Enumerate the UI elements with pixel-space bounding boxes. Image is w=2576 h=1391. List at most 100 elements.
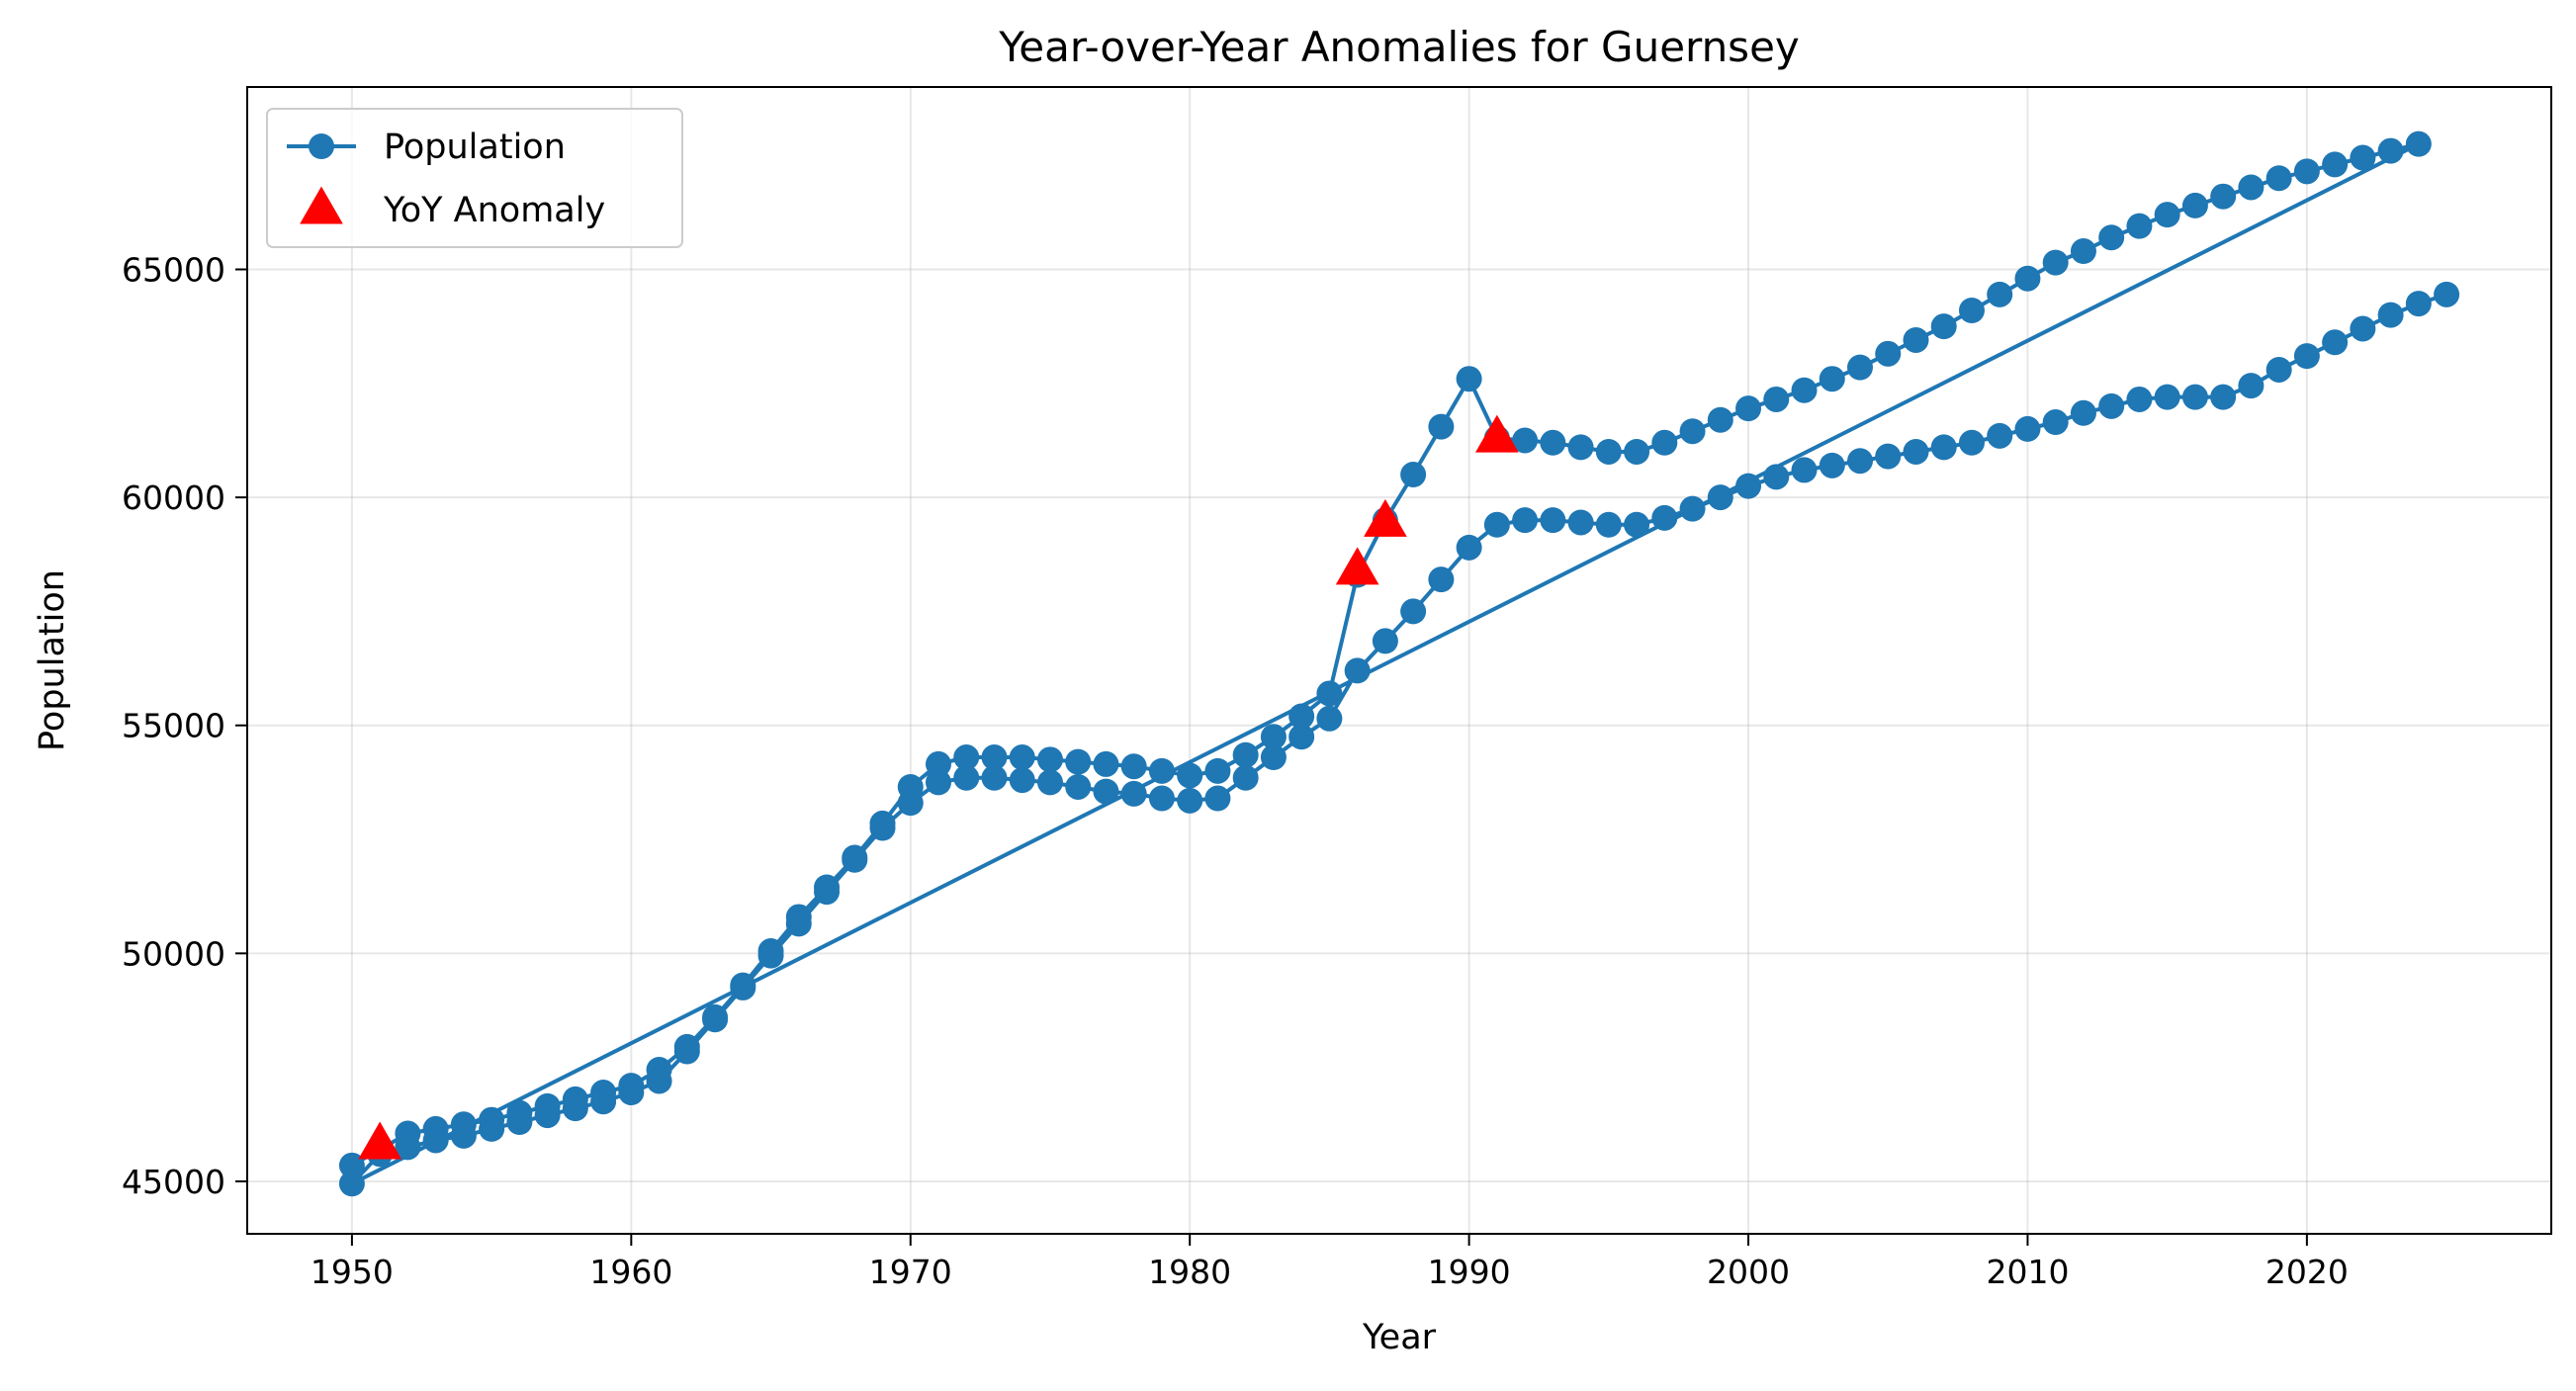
population-point (1148, 757, 1175, 784)
population-point (2322, 151, 2349, 178)
population-point (1512, 427, 1539, 454)
anomaly-point (1335, 547, 1379, 585)
population-point (2154, 384, 2180, 410)
population-point (2154, 202, 2180, 228)
population-point (1316, 680, 1343, 707)
population-point (1428, 566, 1455, 593)
population-point (1065, 773, 1092, 800)
population-point (2405, 130, 2432, 157)
x-tick-label: 2010 (1986, 1253, 2069, 1291)
population-point (1093, 778, 1119, 805)
chart-title: Year-over-Year Anomalies for Guernsey (998, 23, 1800, 71)
population-point (1987, 422, 2013, 449)
population-point (450, 1122, 477, 1149)
population-point (1958, 298, 1985, 324)
population-point (2210, 183, 2237, 210)
population-point (1456, 534, 1482, 561)
population-point (1177, 762, 1203, 789)
population-point (2405, 291, 2432, 317)
population-point (730, 974, 756, 1000)
population-point (1875, 340, 1902, 367)
population-point (1232, 741, 1259, 768)
population-point (1372, 628, 1398, 654)
population-point (2042, 249, 2069, 276)
y-tick-label: 50000 (122, 934, 225, 973)
population-point (1763, 386, 1790, 412)
x-tick-label: 1990 (1428, 1253, 1511, 1291)
population-point (1036, 769, 1063, 796)
population-point (2350, 315, 2376, 342)
population-point (1288, 724, 1315, 750)
population-point (1679, 418, 1706, 445)
population-point (1483, 511, 1510, 538)
population-point (953, 744, 980, 771)
population-point (869, 815, 896, 841)
population-point (2265, 356, 2292, 383)
legend-anomaly-label: YoY Anomaly (383, 191, 605, 230)
anomaly-point (1364, 498, 1407, 537)
population-point (1763, 464, 1790, 490)
population-point (1540, 429, 1566, 456)
population-point (590, 1088, 617, 1115)
y-tick-label: 60000 (122, 478, 225, 517)
population-point (1093, 750, 1119, 777)
population-point (1847, 448, 1873, 475)
population-point (1819, 452, 1845, 478)
population-point (2265, 165, 2292, 192)
population-point (1456, 366, 1482, 392)
population-point (618, 1080, 645, 1106)
population-point (1288, 703, 1315, 730)
population-point (2014, 265, 2041, 292)
population-point (1009, 744, 1035, 771)
population-point (1651, 504, 1678, 531)
population-point (2434, 281, 2460, 307)
population-point (479, 1115, 505, 1142)
population-point (897, 790, 924, 817)
population-point (1930, 434, 1957, 461)
population-point (338, 1171, 365, 1197)
population-point (1120, 753, 1147, 780)
population-point (1930, 313, 1957, 340)
population-point (2377, 137, 2404, 164)
y-axis-label: Population (33, 569, 72, 751)
population-point (1512, 507, 1539, 534)
population-point (506, 1108, 533, 1135)
population-point (2126, 213, 2153, 239)
population-markers (338, 130, 2460, 1197)
x-tick-label: 1960 (589, 1253, 672, 1291)
population-point (1847, 354, 1873, 381)
population-point (1679, 495, 1706, 522)
population-point (1903, 326, 1929, 353)
population-point (2014, 415, 2041, 442)
population-point (1036, 746, 1063, 773)
population-point (1567, 509, 1594, 536)
population-point (1819, 366, 1845, 392)
population-point (926, 769, 951, 796)
population-point (1428, 413, 1455, 440)
population-point (2238, 373, 2265, 399)
population-point (1400, 462, 1427, 488)
population-point (2070, 399, 2096, 426)
population-point (2238, 174, 2265, 201)
population-point (395, 1134, 421, 1161)
population-point (1204, 785, 1231, 812)
population-point (1624, 511, 1650, 538)
population-point (1009, 767, 1035, 794)
population-point (2377, 302, 2404, 328)
x-tick-label: 1970 (869, 1253, 952, 1291)
population-point (2042, 409, 2069, 436)
population-point (1316, 705, 1343, 732)
population-point (1903, 438, 1929, 465)
population-point (1624, 438, 1650, 465)
population-point (1651, 429, 1678, 456)
population-point (981, 744, 1008, 771)
plot-frame (246, 86, 2552, 1235)
population-point (1400, 598, 1427, 625)
population-point (2181, 192, 2208, 218)
population-point (1595, 511, 1622, 538)
y-tick-label: 65000 (122, 250, 225, 289)
population-point (1065, 748, 1092, 775)
population-point (1735, 473, 1762, 499)
legend-population-label: Population (384, 128, 566, 167)
population-point (1707, 484, 1733, 511)
